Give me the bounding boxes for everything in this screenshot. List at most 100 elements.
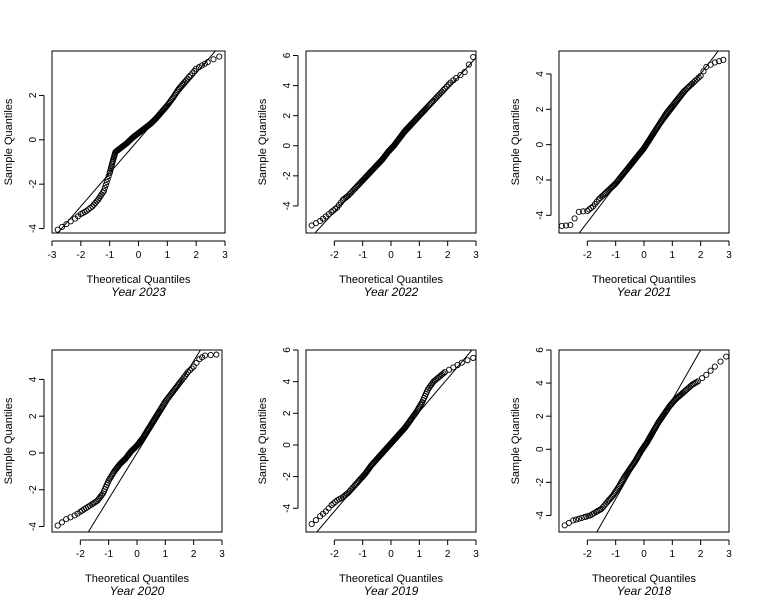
x-tick-label: -1: [105, 250, 114, 261]
y-tick-label: -2: [282, 472, 293, 481]
x-tick-label: -2: [330, 250, 339, 261]
qq-point: [54, 522, 61, 529]
qq-point: [586, 206, 593, 213]
qq-point: [470, 354, 476, 361]
y-tick-label: -4: [282, 503, 293, 512]
qq-point: [108, 472, 115, 479]
x-tick-label: 0: [388, 549, 394, 560]
qq-point: [328, 208, 335, 215]
qq-point: [183, 370, 190, 377]
qq-point: [104, 175, 111, 183]
qq-point: [711, 363, 718, 370]
qq-point: [67, 218, 74, 225]
qq-point: [85, 206, 92, 213]
qq-point: [210, 56, 217, 63]
qq-point: [105, 477, 112, 484]
y-axis-title: Sample Quantiles: [257, 397, 269, 484]
qq-point: [445, 81, 452, 88]
qq-point: [107, 474, 114, 481]
qq-point: [691, 77, 699, 85]
y-axis-title: Sample Quantiles: [257, 98, 269, 185]
qq-point: [109, 471, 116, 478]
plot-frame: [558, 349, 730, 533]
y-tick-label: 0: [535, 446, 546, 452]
x-tick-label: 2: [445, 549, 451, 560]
qq-point: [464, 357, 471, 364]
y-tick-label: 4: [535, 71, 546, 77]
qq-point: [440, 370, 447, 377]
x-tick-label: -1: [358, 549, 367, 560]
qq-point: [707, 367, 714, 374]
y-tick-label: 0: [282, 442, 293, 448]
qq-point: [330, 500, 337, 507]
x-tick-label: 2: [698, 250, 704, 261]
qq-point: [201, 352, 209, 359]
y-tick-label: 2: [535, 106, 546, 112]
qq-point: [461, 69, 468, 76]
qq-point: [571, 215, 578, 222]
x-tick-label: -3: [48, 250, 57, 261]
qq-point: [106, 475, 113, 483]
qq-point: [308, 521, 315, 528]
qq-point: [575, 208, 582, 215]
qq-point: [101, 184, 108, 191]
qq-points: [561, 353, 729, 529]
qq-point: [458, 359, 465, 366]
y-tick-label: 4: [28, 376, 39, 382]
y-tick-label: -2: [282, 171, 293, 180]
qq-point: [693, 379, 700, 386]
qq-point: [330, 207, 337, 214]
y-tick-label: 2: [28, 413, 39, 419]
qq-point: [723, 353, 729, 360]
y-tick-label: 0: [28, 450, 39, 456]
qq-point: [699, 375, 706, 382]
qq-panel: -2 -1 0 1 2 3 -4 -2 0 2 4 6 Theoretical Quantiles Sam…: [257, 347, 479, 598]
qq-point: [83, 207, 90, 214]
x-tick-label: 1: [417, 549, 423, 560]
qq-point: [188, 365, 195, 372]
x-tick-label: 1: [417, 250, 423, 261]
qq-point: [312, 517, 319, 524]
qq-point: [185, 74, 193, 81]
y-tick-label: 0: [28, 137, 39, 143]
plot-frame: [558, 50, 730, 234]
qq-point: [213, 351, 220, 358]
panel-title: Year 2018: [617, 584, 672, 598]
qq-point: [59, 223, 66, 230]
panel-title: Year 2023: [111, 285, 166, 299]
x-tick-label: 3: [726, 250, 732, 261]
panel-title: Year 2020: [110, 584, 165, 598]
y-tick-label: -4: [535, 210, 546, 219]
qq-point: [697, 72, 704, 79]
y-axis-title: Sample Quantiles: [510, 397, 522, 484]
qq-panel: -2 -1 0 1 2 3 -4 -2 0 2 4 6 Theoretical Quantiles Sam…: [510, 347, 732, 598]
y-tick-label: -2: [28, 485, 39, 494]
x-tick-label: 3: [219, 549, 225, 560]
x-tick-label: 0: [641, 250, 647, 261]
x-tick-label: 3: [222, 250, 228, 261]
y-tick-label: 2: [535, 413, 546, 419]
x-tick-label: 1: [165, 250, 171, 261]
y-tick-label: 6: [282, 347, 293, 353]
x-tick-label: -1: [611, 250, 620, 261]
x-tick-label: 2: [193, 250, 199, 261]
x-tick-label: 2: [698, 549, 704, 560]
qq-point: [693, 76, 700, 83]
qq-point: [717, 358, 724, 365]
panel-title: Year 2021: [617, 285, 672, 299]
y-tick-label: -2: [535, 477, 546, 486]
x-axis-title: Theoretical Quantiles: [339, 573, 443, 585]
qq-panel: -2 -1 0 1 2 3 -4 -2 0 2 4 6 Theoretical Quantiles Sam…: [257, 50, 479, 299]
x-tick-label: -2: [583, 250, 592, 261]
x-tick-label: -1: [611, 549, 620, 560]
y-tick-label: -4: [282, 201, 293, 210]
x-axis-title: Theoretical Quantiles: [592, 274, 696, 286]
qq-point: [580, 208, 587, 215]
x-tick-label: -1: [104, 549, 113, 560]
qq-point: [584, 207, 591, 214]
y-tick-label: 2: [28, 92, 39, 98]
qq-point: [575, 515, 582, 522]
y-tick-label: 2: [282, 112, 293, 118]
y-tick-label: 4: [282, 82, 293, 88]
